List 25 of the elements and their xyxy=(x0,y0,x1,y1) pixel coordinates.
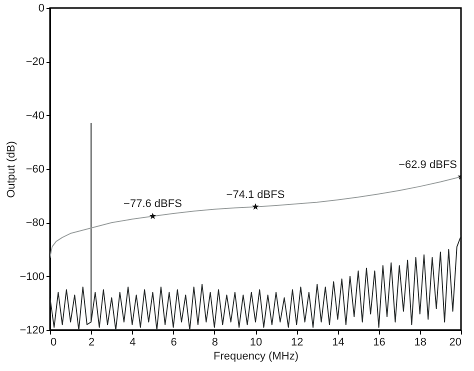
y-tick-label: −40 xyxy=(26,110,44,122)
y-tick-label: −80 xyxy=(26,217,44,230)
x-tick-label: 10 xyxy=(250,336,262,348)
x-tick-label: 12 xyxy=(290,336,304,348)
annotation: −77.6 dBFS xyxy=(124,198,182,210)
x-tick-label: 2 xyxy=(88,336,95,348)
x-tick-label: 4 xyxy=(130,336,136,348)
x-axis-title: Frequency (MHz) xyxy=(214,350,298,362)
y-tick-label: 0 xyxy=(38,2,44,14)
y-axis-title: Output (dB) xyxy=(6,141,18,198)
x-tick-label: 16 xyxy=(373,336,386,348)
y-tick-label: −20 xyxy=(26,56,44,68)
y-tick-label: −120 xyxy=(20,324,44,336)
x-tick-label: 8 xyxy=(212,336,218,348)
x-tick-label: 6 xyxy=(170,336,177,348)
annotation: −62.9 dBFS xyxy=(398,158,457,171)
y-tick-label: −60 xyxy=(26,164,44,176)
x-tick-label: 0 xyxy=(50,336,57,348)
point xyxy=(252,203,259,210)
annotation: −74.1 dBFS xyxy=(226,188,285,201)
x-tick-label: 20 xyxy=(449,336,462,348)
x-tick-label: 14 xyxy=(332,336,344,348)
point xyxy=(149,212,156,220)
y-tick-label: −100 xyxy=(20,270,44,283)
x-tick-label: 18 xyxy=(414,336,427,348)
